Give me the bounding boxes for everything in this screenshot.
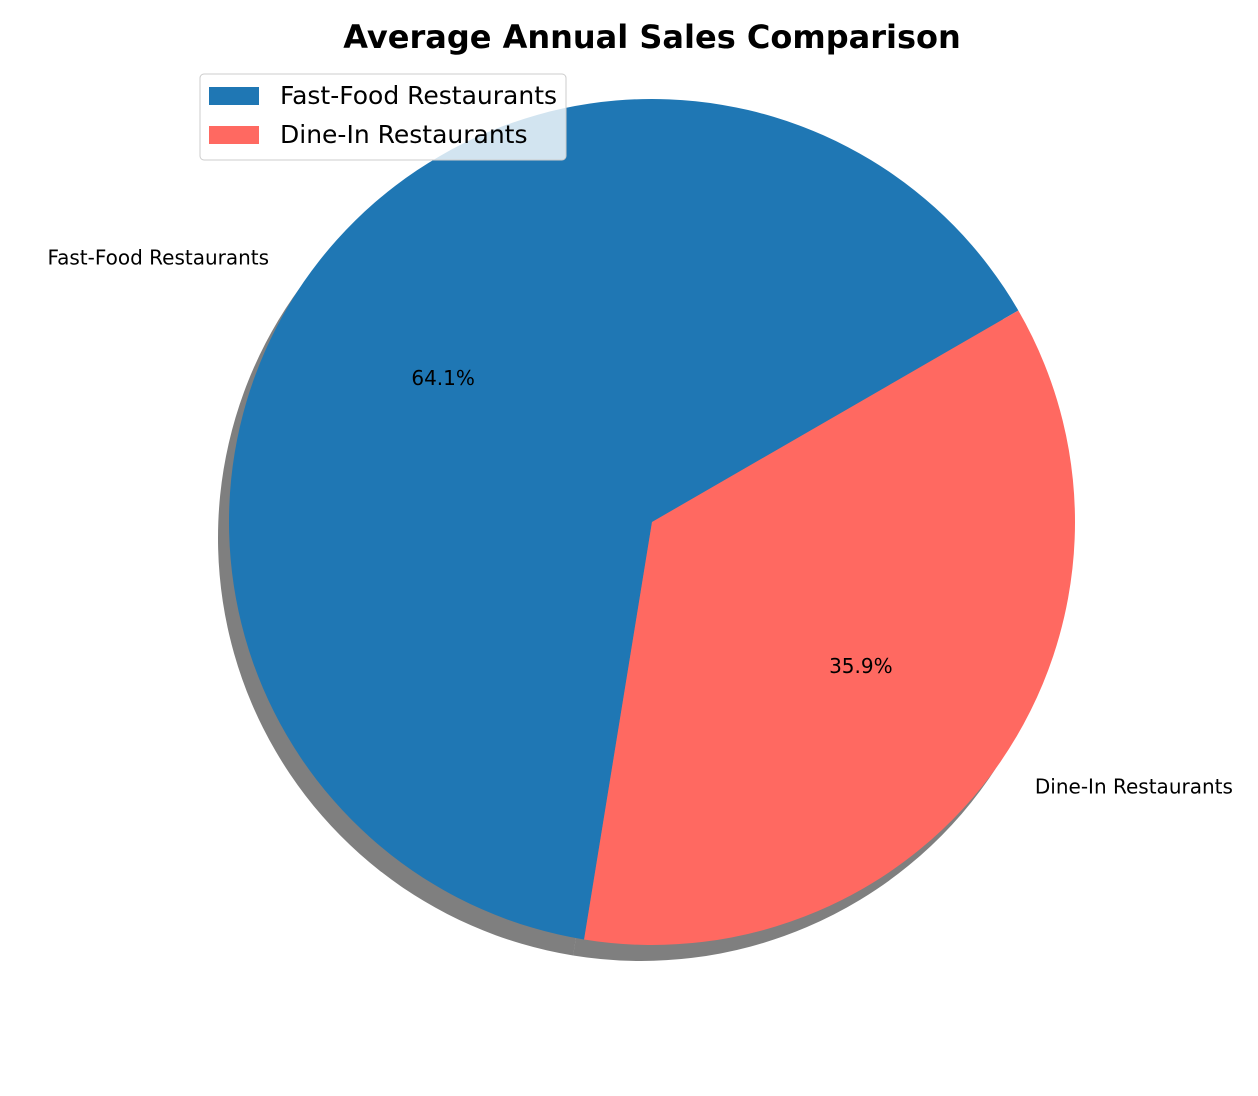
pie-slice-dine-in-restaurants <box>584 310 1076 946</box>
legend-label-dine-in: Dine-In Restaurants <box>280 120 528 149</box>
percent-label-fast-food-restaurants: 64.1% <box>411 366 475 390</box>
pie-labels: 64.1% Fast-Food Restaurants 35.9% Dine-In R… <box>47 246 1232 799</box>
percent-label-dine-in-restaurants: 35.9% <box>829 654 893 678</box>
legend: Fast-Food Restaurants Dine-In Restaurant… <box>199 73 567 161</box>
chart-title: Average Annual Sales Comparison <box>343 18 961 56</box>
slice-label-fast-food-restaurants: Fast-Food Restaurants <box>47 246 269 270</box>
pie-slices <box>229 99 1076 946</box>
legend-swatch-dine-in <box>209 126 259 144</box>
legend-frame <box>199 73 567 161</box>
pie-slice-fast-food-restaurants <box>229 99 1019 940</box>
legend-label-fast-food: Fast-Food Restaurants <box>280 81 557 110</box>
legend-swatch-fast-food <box>209 87 259 105</box>
slice-label-dine-in-restaurants: Dine-In Restaurants <box>1035 774 1233 798</box>
